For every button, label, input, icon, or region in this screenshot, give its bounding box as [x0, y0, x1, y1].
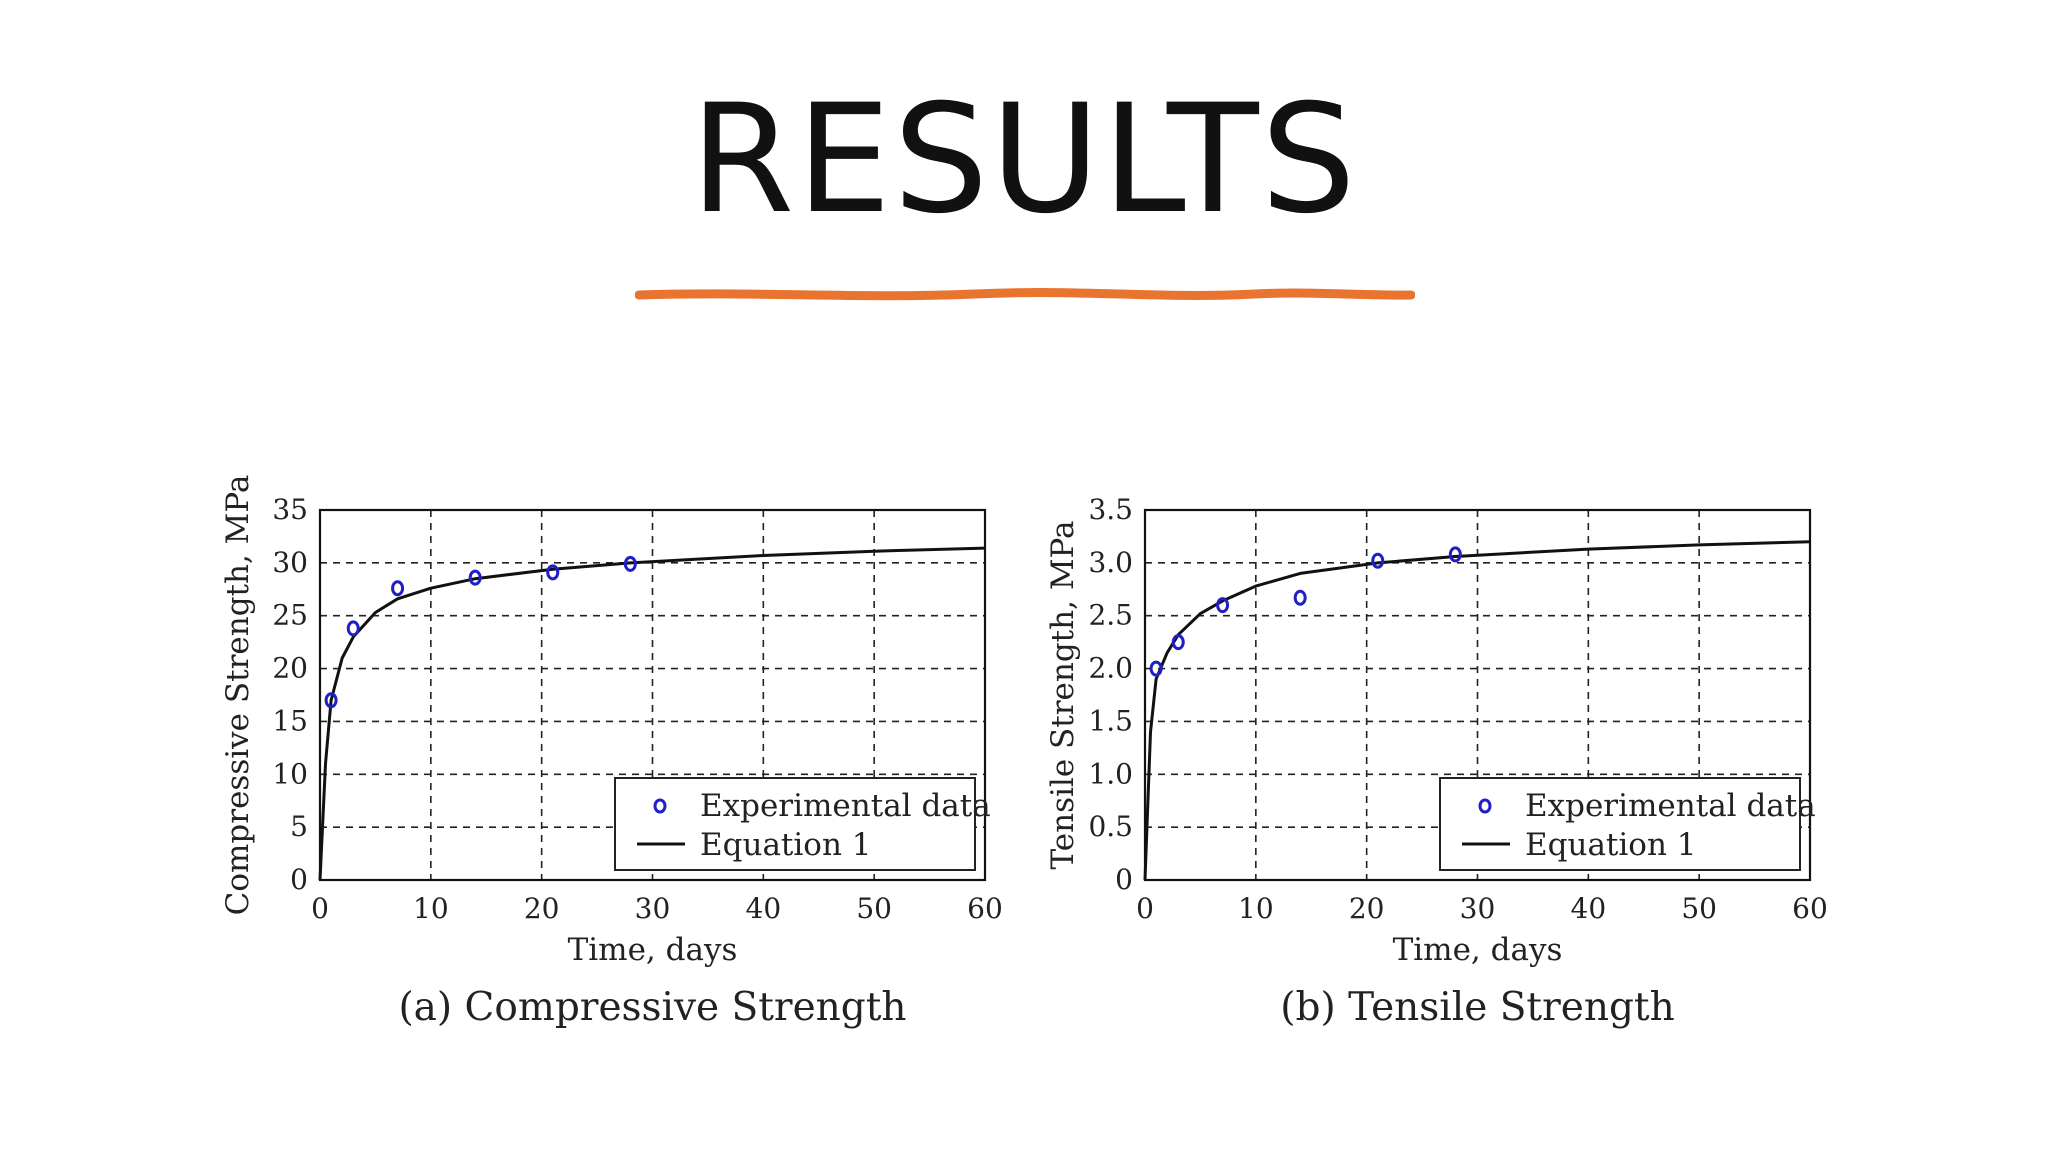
data-point — [1293, 589, 1307, 606]
data-point — [391, 580, 405, 597]
page-title: RESULTS — [690, 73, 1358, 247]
legend-marker-icon — [653, 798, 667, 814]
y-tick-label: 30 — [272, 546, 308, 579]
legend-marker-icon — [1478, 798, 1492, 814]
x-tick-label: 0 — [311, 892, 329, 925]
legend-label: Experimental data — [700, 788, 991, 824]
y-tick-label: 20 — [272, 652, 308, 685]
plot-frame — [1143, 508, 1812, 882]
y-tick-label: 3.0 — [1088, 546, 1133, 579]
data-point — [1149, 660, 1163, 677]
x-tick-label: 40 — [1571, 892, 1607, 925]
legend-label: Equation 1 — [700, 827, 872, 863]
y-tick-label: 35 — [272, 493, 308, 526]
y-axis-label: Compressive Strength, MPa — [220, 475, 256, 916]
x-tick-label: 30 — [635, 892, 671, 925]
x-tick-label: 10 — [413, 892, 449, 925]
y-tick-label: 0 — [1115, 863, 1133, 896]
x-tick-label: 60 — [1792, 892, 1828, 925]
x-tick-label: 20 — [1349, 892, 1385, 925]
y-tick-label: 1.0 — [1088, 757, 1133, 790]
data-point — [623, 555, 637, 572]
x-axis-label: Time, days — [1393, 932, 1563, 968]
y-tick-label: 3.5 — [1088, 493, 1133, 526]
tensile-strength-chart: 0 10 20 30 40 50 60 0 0.5 1.0 1.5 2.0 2.5 3.0 3.5 Time,… — [1045, 493, 1828, 1030]
x-tick-label: 50 — [1681, 892, 1717, 925]
legend-box — [1439, 777, 1801, 871]
legend-box — [614, 777, 976, 871]
x-tick-label: 30 — [1460, 892, 1496, 925]
compressive-strength-chart: 0 10 20 30 40 50 60 0 5 10 15 20 25 30 35 Time, days Com… — [220, 475, 1003, 1030]
title-underline — [635, 288, 1415, 301]
data-point — [546, 564, 560, 581]
chart-caption: (a) Compressive Strength — [398, 985, 906, 1030]
y-tick-label: 2.0 — [1088, 652, 1133, 685]
y-tick-label: 2.5 — [1088, 599, 1133, 632]
data-point — [1448, 546, 1462, 563]
x-tick-label: 0 — [1136, 892, 1154, 925]
x-tick-label: 10 — [1238, 892, 1274, 925]
x-tick-label: 20 — [524, 892, 560, 925]
y-tick-label: 1.5 — [1088, 704, 1133, 737]
legend-label: Experimental data — [1525, 788, 1816, 824]
chart-caption: (b) Tensile Strength — [1280, 985, 1674, 1030]
x-tick-label: 60 — [967, 892, 1003, 925]
y-tick-label: 25 — [272, 599, 308, 632]
y-tick-label: 10 — [272, 757, 308, 790]
data-point — [468, 569, 482, 586]
data-point — [1371, 552, 1385, 569]
legend-label: Equation 1 — [1525, 827, 1697, 863]
data-point — [1216, 597, 1230, 614]
y-tick-label: 15 — [272, 704, 308, 737]
y-tick-label: 5 — [290, 810, 308, 843]
underline-stroke — [635, 288, 1415, 301]
plot-frame — [318, 508, 987, 882]
data-point — [1171, 634, 1185, 651]
y-tick-label: 0.5 — [1088, 810, 1133, 843]
x-tick-label: 40 — [746, 892, 782, 925]
x-tick-label: 50 — [856, 892, 892, 925]
y-tick-label: 0 — [290, 863, 308, 896]
data-point — [324, 692, 338, 709]
data-point — [346, 620, 360, 637]
x-axis-label: Time, days — [568, 932, 738, 968]
y-axis-label: Tensile Strength, MPa — [1045, 520, 1081, 869]
